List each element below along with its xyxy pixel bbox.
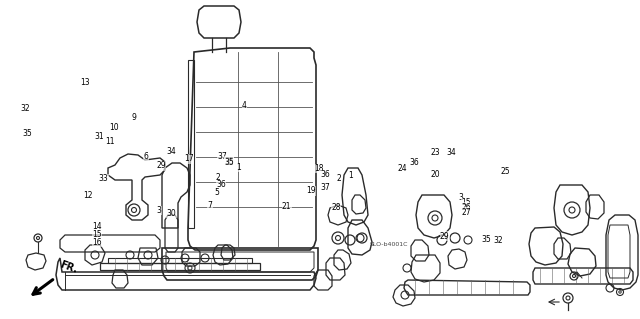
Text: 29: 29 xyxy=(440,232,450,241)
Text: 35: 35 xyxy=(224,157,234,166)
Text: 15: 15 xyxy=(461,198,471,207)
Text: 35: 35 xyxy=(224,158,234,167)
Text: 5: 5 xyxy=(214,189,219,197)
Text: 28: 28 xyxy=(332,203,340,212)
Text: 37: 37 xyxy=(218,152,228,161)
Text: SLO-b4001C: SLO-b4001C xyxy=(370,242,408,248)
Text: 4: 4 xyxy=(242,101,247,110)
Text: 24: 24 xyxy=(397,164,407,173)
Text: 34: 34 xyxy=(446,148,456,157)
Text: 33: 33 xyxy=(99,174,109,183)
Text: 36: 36 xyxy=(216,180,226,189)
Text: 23: 23 xyxy=(430,148,440,157)
Text: 35: 35 xyxy=(481,235,492,244)
Text: 32: 32 xyxy=(20,104,31,113)
Text: 32: 32 xyxy=(493,236,503,245)
Text: 7: 7 xyxy=(207,201,212,210)
Text: 12: 12 xyxy=(84,191,93,200)
Text: 9: 9 xyxy=(132,113,137,122)
Text: 2: 2 xyxy=(215,173,220,182)
Text: 3: 3 xyxy=(458,193,463,202)
Text: 21: 21 xyxy=(282,202,291,211)
Text: 18: 18 xyxy=(314,164,323,173)
Text: 25: 25 xyxy=(500,167,511,176)
Text: 10: 10 xyxy=(109,123,119,132)
Text: 34: 34 xyxy=(166,147,177,156)
Text: 11: 11 xyxy=(106,137,115,146)
Text: 17: 17 xyxy=(184,154,194,163)
Text: 29: 29 xyxy=(156,161,166,170)
Text: 37: 37 xyxy=(320,183,330,192)
Text: 16: 16 xyxy=(92,238,102,247)
Text: 30: 30 xyxy=(166,209,177,218)
Text: 3: 3 xyxy=(156,206,161,215)
Text: 15: 15 xyxy=(92,230,102,239)
Text: 35: 35 xyxy=(22,130,32,138)
Text: 36: 36 xyxy=(320,170,330,179)
Text: 13: 13 xyxy=(80,78,90,87)
Text: 1: 1 xyxy=(348,171,353,180)
Text: 20: 20 xyxy=(430,170,440,179)
Text: 6: 6 xyxy=(143,152,148,161)
Text: FR.: FR. xyxy=(58,259,78,275)
Text: 31: 31 xyxy=(94,132,104,141)
Text: 27: 27 xyxy=(461,208,471,217)
Text: 2: 2 xyxy=(337,174,342,182)
Text: 26: 26 xyxy=(461,203,471,212)
Text: 14: 14 xyxy=(92,222,102,231)
Text: 1: 1 xyxy=(236,163,241,172)
Text: 19: 19 xyxy=(306,186,316,195)
Text: 36: 36 xyxy=(410,158,420,167)
